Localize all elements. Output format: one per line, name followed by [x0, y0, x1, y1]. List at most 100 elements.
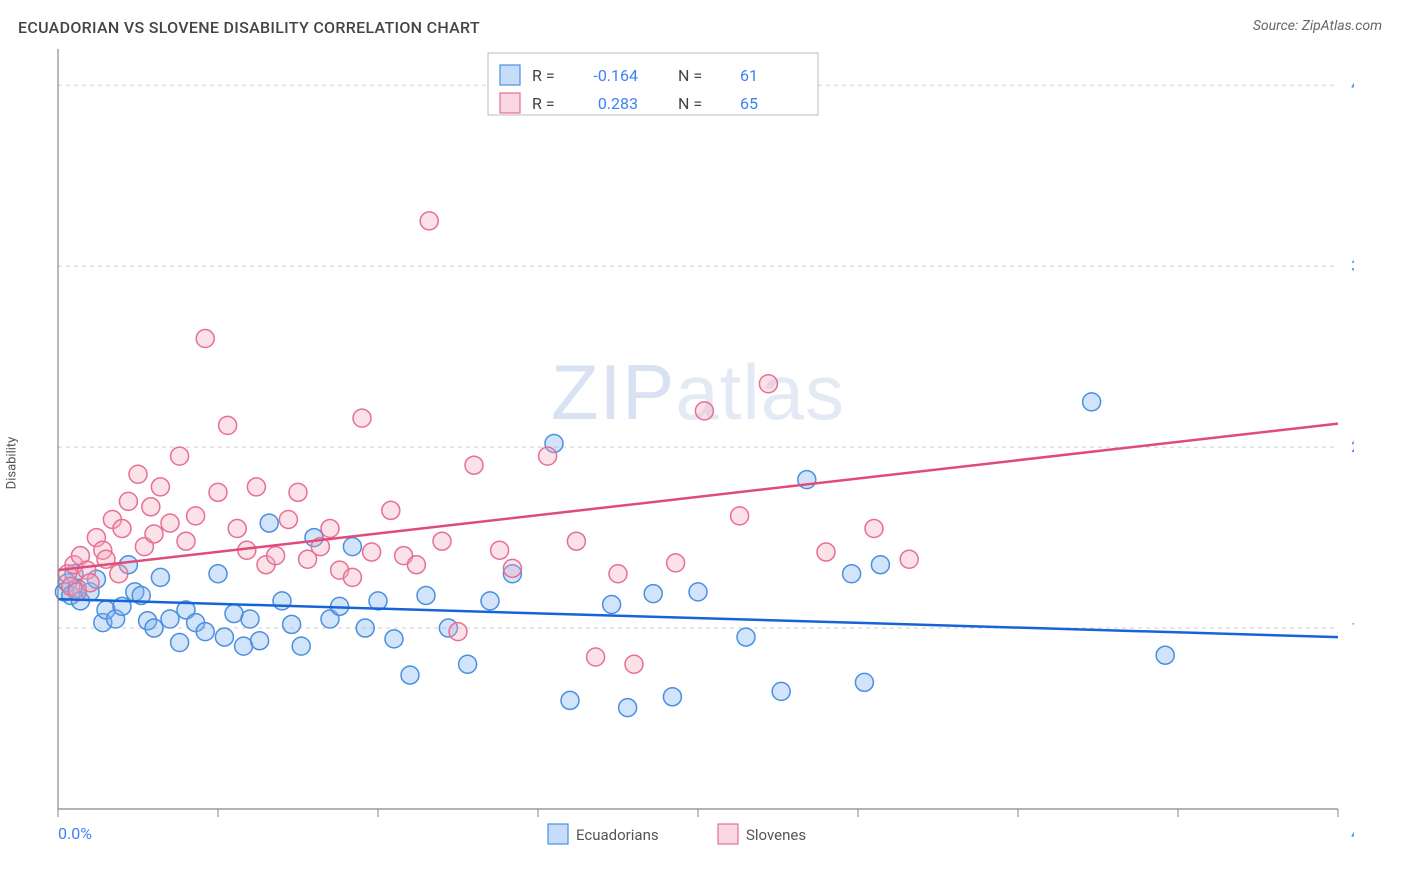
data-point — [843, 565, 861, 583]
data-point — [196, 623, 214, 641]
data-point — [417, 586, 435, 604]
watermark: ZIPatlas — [551, 348, 845, 436]
data-point — [110, 565, 128, 583]
legend-n-value: 61 — [740, 66, 758, 85]
data-point — [817, 543, 835, 561]
data-point — [219, 416, 237, 434]
data-point — [503, 559, 521, 577]
data-point — [81, 574, 99, 592]
trend-line — [58, 424, 1338, 571]
legend-r-value: -0.164 — [593, 66, 638, 85]
data-point — [1083, 393, 1101, 411]
data-point — [343, 568, 361, 586]
scatter-chart: 10.0% 20.0% 30.0% 40.0% ZIPatlas 0.0% 40.0% R =… — [18, 43, 1354, 883]
data-point — [772, 682, 790, 700]
data-point — [900, 550, 918, 568]
y-tick-label: 20.0% — [1351, 437, 1354, 456]
data-point — [420, 212, 438, 230]
data-point — [759, 375, 777, 393]
data-point — [356, 619, 374, 637]
data-point — [289, 483, 307, 501]
legend-series-label: Slovenes — [746, 826, 806, 844]
legend-series-label: Ecuadorians — [576, 826, 659, 844]
data-point — [279, 510, 297, 528]
source-credit: Source: ZipAtlas.com — [1253, 18, 1382, 34]
legend-swatch — [718, 824, 738, 844]
data-point — [587, 648, 605, 666]
data-point — [228, 520, 246, 538]
data-point — [129, 465, 147, 483]
data-point — [481, 592, 499, 610]
data-point — [145, 525, 163, 543]
data-point — [260, 514, 278, 532]
data-point — [177, 532, 195, 550]
legend-swatch — [500, 65, 520, 85]
y-tick-label: 30.0% — [1351, 256, 1354, 275]
data-point — [171, 447, 189, 465]
data-point — [695, 402, 713, 420]
data-point — [449, 623, 467, 641]
data-point — [459, 655, 477, 673]
data-point — [321, 520, 339, 538]
data-point — [151, 568, 169, 586]
data-point — [251, 632, 269, 650]
data-point — [539, 447, 557, 465]
data-point — [187, 507, 205, 525]
data-point — [215, 628, 233, 646]
data-point — [465, 456, 483, 474]
data-point — [273, 592, 291, 610]
x-tick-label: 0.0% — [58, 824, 92, 843]
legend-swatch — [500, 93, 520, 113]
data-point — [283, 615, 301, 633]
data-point — [267, 547, 285, 565]
legend-r-label: R = — [532, 66, 555, 85]
data-point — [353, 409, 371, 427]
data-point — [644, 585, 662, 603]
data-point — [625, 655, 643, 673]
data-point — [363, 543, 381, 561]
data-point — [241, 610, 259, 628]
data-point — [119, 492, 137, 510]
data-point — [855, 673, 873, 691]
data-point — [401, 666, 419, 684]
data-point — [567, 532, 585, 550]
legend-r-value: 0.283 — [598, 94, 638, 113]
legend-n-label: N = — [678, 94, 702, 113]
data-point — [407, 556, 425, 574]
data-point — [209, 483, 227, 501]
data-point — [1156, 646, 1174, 664]
data-point — [171, 634, 189, 652]
data-point — [142, 498, 160, 516]
legend-r-label: R = — [532, 94, 555, 113]
data-point — [603, 596, 621, 614]
data-point — [151, 478, 169, 496]
data-point — [689, 583, 707, 601]
data-point — [113, 520, 131, 538]
x-tick-label: 40.0% — [1351, 824, 1354, 843]
data-point — [343, 538, 361, 556]
data-point — [667, 554, 685, 572]
data-point — [196, 330, 214, 348]
data-point — [871, 556, 889, 574]
data-point — [161, 514, 179, 532]
data-point — [292, 637, 310, 655]
legend-n-label: N = — [678, 66, 702, 85]
y-tick-label: 10.0% — [1351, 618, 1354, 637]
data-point — [382, 501, 400, 519]
data-point — [209, 565, 227, 583]
data-point — [731, 507, 749, 525]
data-point — [609, 565, 627, 583]
y-tick-label: 40.0% — [1351, 75, 1354, 94]
data-point — [561, 691, 579, 709]
legend-n-value: 65 — [740, 94, 758, 113]
data-point — [385, 630, 403, 648]
data-point — [737, 628, 755, 646]
legend-swatch — [548, 824, 568, 844]
data-point — [145, 619, 163, 637]
chart-title: ECUADORIAN VS SLOVENE DISABILITY CORRELA… — [18, 18, 480, 37]
data-point — [865, 520, 883, 538]
y-axis-label: Disability — [5, 437, 20, 490]
data-point — [619, 699, 637, 717]
data-point — [247, 478, 265, 496]
series-legend: Ecuadorians Slovenes — [548, 824, 806, 844]
